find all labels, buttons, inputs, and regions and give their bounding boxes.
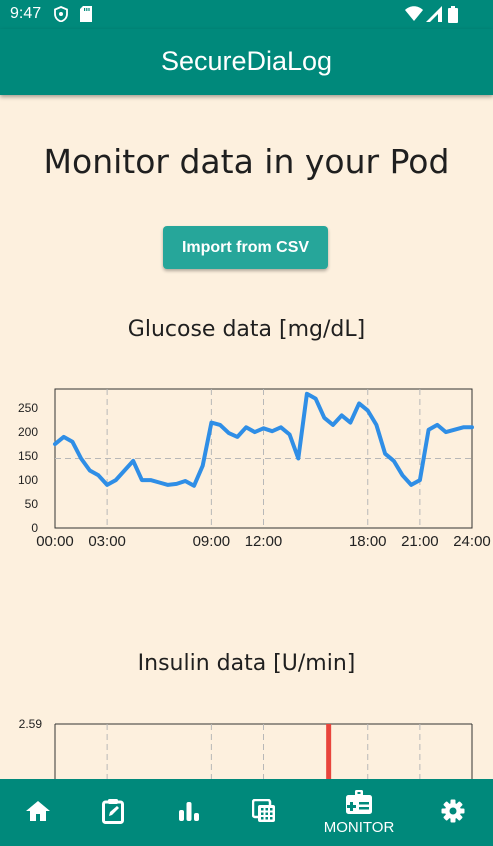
sd-card-icon: [80, 6, 92, 22]
clipboard-edit-icon: [102, 799, 124, 824]
glucose-y-tick-label: 50: [25, 497, 39, 511]
insulin-chart-title: Insulin data [U/min]: [137, 651, 356, 676]
shield-icon: [54, 6, 68, 22]
glucose-y-tick-label: 150: [18, 449, 38, 463]
nav-journal[interactable]: [88, 779, 138, 846]
glucose-chart-title: Glucose data [mg/dL]: [127, 317, 366, 342]
glucose-x-tick-label: 00:00: [36, 533, 74, 550]
nav-calculator[interactable]: [239, 779, 289, 846]
nav-monitor-label: MONITOR: [323, 819, 395, 836]
glucose-chart: 0 50 100 150 200 250 00:00 03:00 09:00 12:00 18:0…: [18, 388, 491, 550]
glucose-y-tick-label: 250: [18, 401, 38, 415]
glucose-y-tick-label: 0: [31, 521, 38, 535]
glucose-x-tick-label: 12:00: [245, 533, 283, 550]
glucose-x-tick-label: 24:00: [453, 533, 491, 550]
monitor-badge-icon: [346, 790, 372, 814]
status-bar: 9:47: [0, 0, 493, 29]
glucose-x-tick-label: 18:00: [349, 533, 387, 550]
bottom-nav: MONITOR: [0, 779, 493, 846]
nav-home[interactable]: [10, 779, 65, 846]
app-bar: SecureDiaLog: [0, 29, 493, 95]
insulin-chart: 2.59: [19, 717, 473, 782]
wifi-icon: [405, 6, 423, 21]
glucose-x-tick-label: 09:00: [193, 533, 231, 550]
nav-settings[interactable]: [428, 779, 478, 846]
insulin-bar: [326, 724, 332, 782]
bar-chart-icon: [179, 802, 199, 821]
home-icon: [26, 801, 50, 821]
glucose-x-tick-label: 21:00: [401, 533, 439, 550]
glucose-y-tick-label: 100: [18, 473, 38, 487]
status-time: 9:47: [10, 5, 42, 22]
page-title: Monitor data in your Pod: [43, 142, 450, 181]
glucose-x-tick-label: 03:00: [88, 533, 126, 550]
glucose-y-tick-label: 200: [18, 425, 38, 439]
nav-monitor[interactable]: MONITOR: [314, 779, 404, 846]
nav-statistics[interactable]: [164, 779, 214, 846]
calculator-icon: [252, 799, 275, 822]
app-title: SecureDiaLog: [160, 46, 333, 76]
cell-signal-icon: [426, 6, 442, 22]
import-csv-button[interactable]: Import from CSV: [163, 226, 328, 269]
glucose-series-line: [53, 391, 474, 488]
gear-icon: [441, 799, 465, 823]
battery-icon: [448, 6, 458, 23]
insulin-y-max-label: 2.59: [19, 717, 43, 731]
